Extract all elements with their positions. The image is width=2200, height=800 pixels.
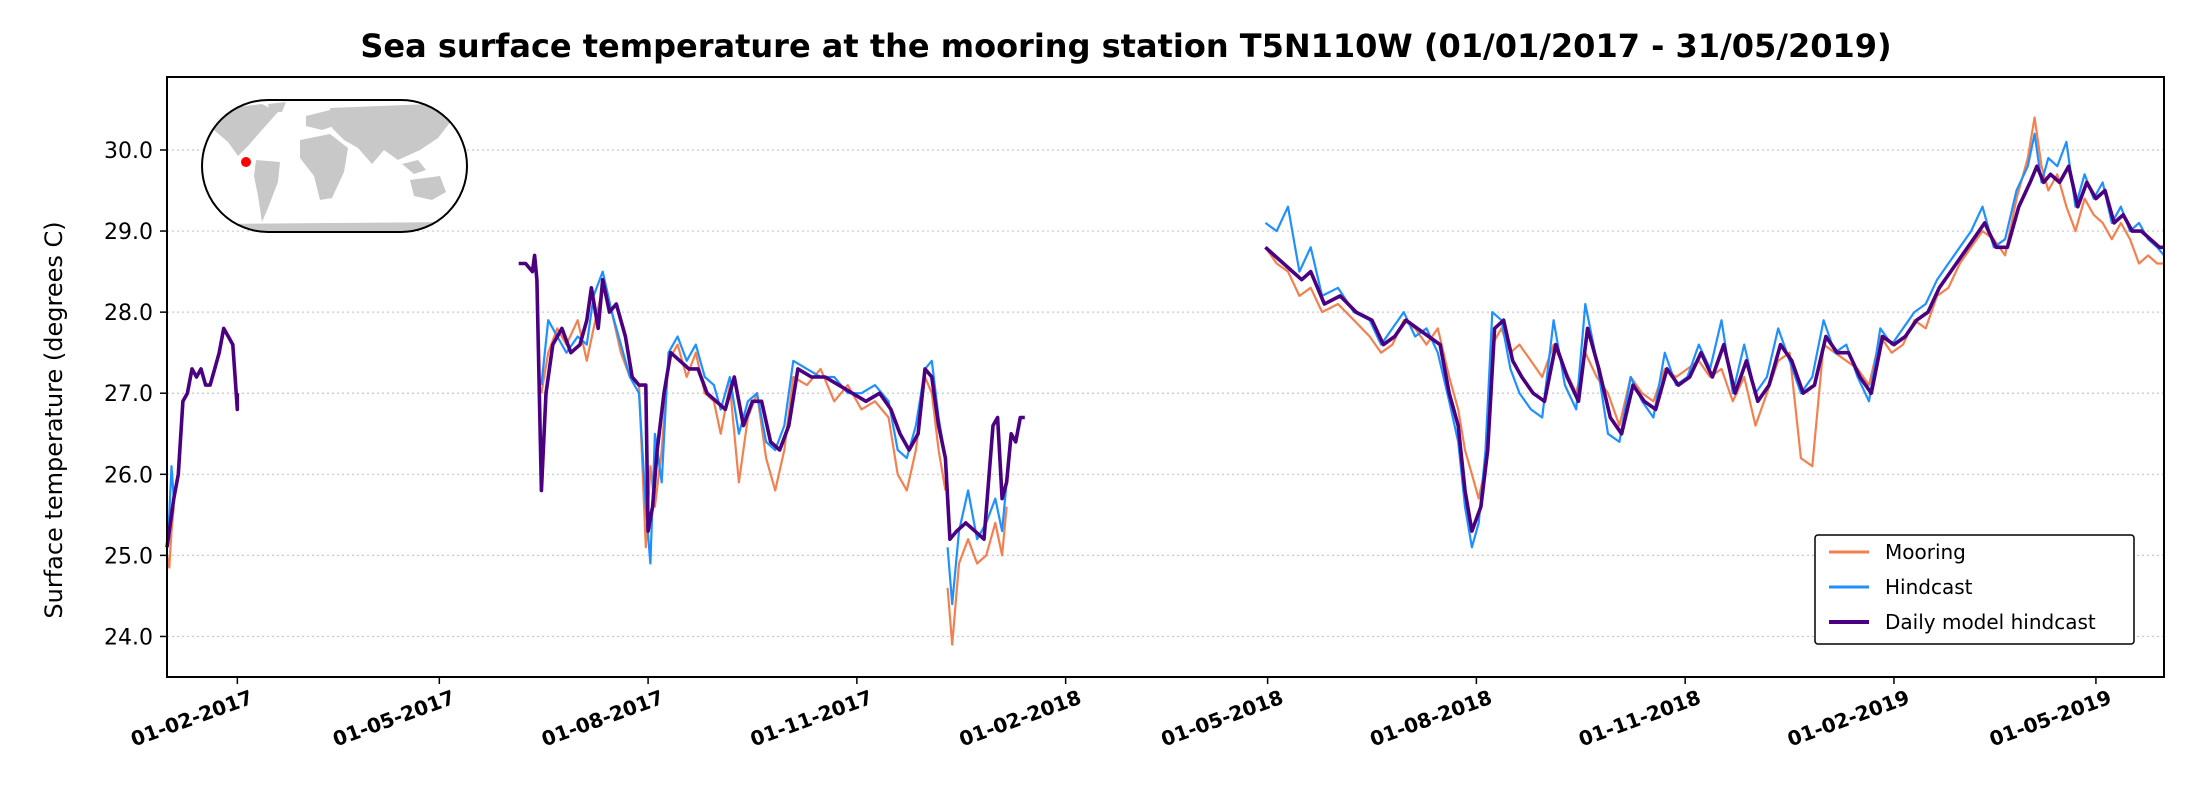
map-border: [201, 99, 468, 233]
x-tick-label: 01-08-2018: [1367, 685, 1495, 751]
x-tick-label: 01-05-2017: [330, 685, 458, 751]
series-line-mooring: [1264, 116, 2164, 500]
series-daily-model-hindcast: [165, 164, 2164, 548]
y-tick-label: 28.0: [104, 301, 153, 326]
series-line-daily-model-hindcast: [1264, 164, 2164, 533]
x-tick-label: 01-11-2018: [1575, 685, 1703, 751]
x-tick-label: 01-02-2019: [1784, 685, 1912, 751]
y-tick-label: 26.0: [104, 463, 153, 488]
legend-label-hindcast: Hindcast: [1885, 575, 1973, 599]
legend-box: [1814, 534, 2135, 645]
x-tick-label: 01-11-2017: [747, 685, 875, 751]
legend-label-mooring: Mooring: [1885, 540, 1966, 564]
x-tick-label: 01-05-2018: [1158, 685, 1286, 751]
x-tick-label: 01-02-2018: [956, 685, 1084, 751]
series-line-mooring: [946, 506, 1008, 646]
y-tick-label: 29.0: [104, 220, 153, 245]
chart-title: Sea surface temperature at the mooring s…: [360, 27, 1891, 65]
y-tick-label: 27.0: [104, 382, 153, 407]
x-ticks: 01-02-2017 01-05-2017 01-08-2017 01-11-2017…: [128, 677, 2115, 751]
series-hindcast: [165, 132, 2165, 606]
inset-world-map: [201, 99, 468, 233]
map-land: [202, 100, 467, 232]
series-line-hindcast: [946, 482, 1008, 606]
plot-frame: [166, 76, 2165, 678]
mooring-location-marker: [241, 157, 251, 167]
legend: Mooring Hindcast Daily model hindcast: [1814, 534, 2135, 645]
x-tick-label: 01-08-2017: [538, 685, 666, 751]
legend-label-daily-model-hindcast: Daily model hindcast: [1885, 610, 2096, 634]
y-ticks: 24.0 25.0 26.0 27.0 28.0 29.0 30.0: [104, 139, 167, 650]
y-tick-label: 25.0: [104, 544, 153, 569]
y-axis-label: Surface temperature (degrees C): [40, 221, 68, 618]
series-line-hindcast: [540, 270, 947, 565]
y-tick-label: 30.0: [104, 139, 153, 164]
series-line-daily-model-hindcast: [165, 326, 240, 548]
series-line-hindcast: [1264, 132, 2165, 549]
x-tick-label: 01-02-2017: [128, 685, 256, 751]
series-line-daily-model-hindcast: [518, 253, 1025, 542]
x-tick-label: 01-05-2019: [1986, 685, 2114, 751]
y-tick-label: 24.0: [104, 625, 153, 650]
plot-series: [165, 116, 2165, 646]
